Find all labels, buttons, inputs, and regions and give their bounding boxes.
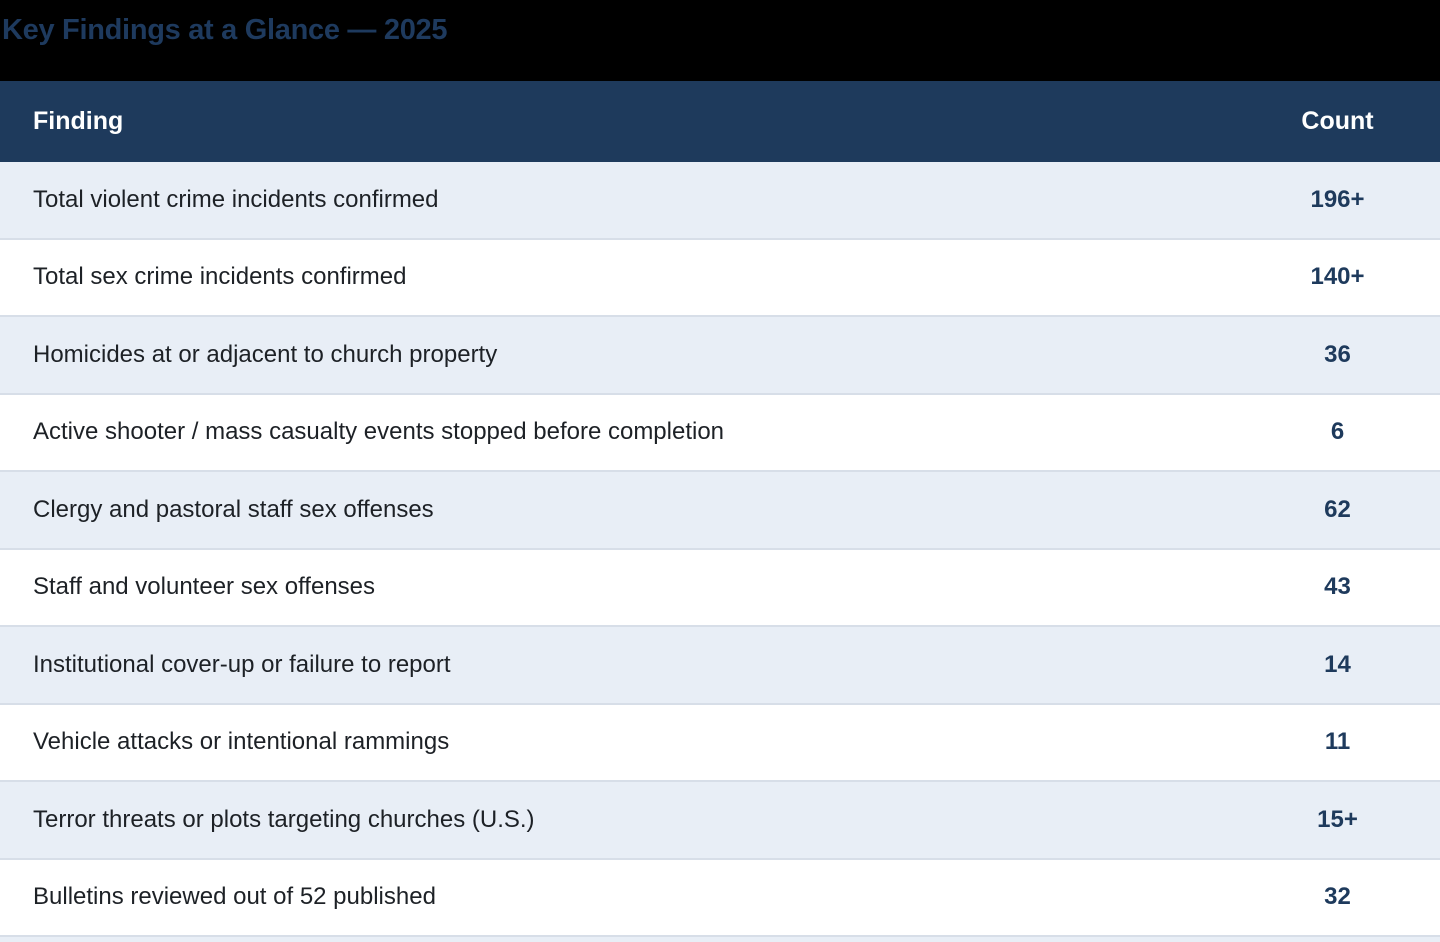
finding-cell: Institutional cover-up or failure to rep… — [33, 650, 451, 678]
table-row: Homicides at or adjacent to church prope… — [0, 317, 1440, 395]
finding-cell: Homicides at or adjacent to church prope… — [33, 340, 498, 368]
table-body: Total violent crime incidents confirmed 1… — [0, 162, 1440, 937]
page-title: Key Findings at a Glance — 2025 — [2, 14, 448, 46]
count-cell: 43 — [1324, 573, 1351, 601]
table-row: Bulletins reviewed out of 52 published 32 — [0, 859, 1440, 937]
count-cell: 36 — [1324, 340, 1351, 368]
count-cell: 140+ — [1310, 263, 1365, 291]
table-row-partial — [0, 937, 1440, 942]
finding-cell: Bulletins reviewed out of 52 published — [33, 883, 436, 911]
finding-cell: Total sex crime incidents confirmed — [33, 263, 407, 291]
count-cell: 14 — [1324, 650, 1351, 678]
key-findings-table: Finding Count Total violent crime incide… — [0, 81, 1440, 942]
finding-cell: Active shooter / mass casualty events st… — [33, 418, 725, 446]
table-row: Active shooter / mass casualty events st… — [0, 394, 1440, 472]
table-row: Terror threats or plots targeting church… — [0, 782, 1440, 860]
count-cell: 15+ — [1317, 805, 1358, 833]
finding-cell: Clergy and pastoral staff sex offenses — [33, 495, 434, 523]
column-header-count: Count — [1301, 107, 1374, 135]
finding-cell: Total violent crime incidents confirmed — [33, 185, 439, 213]
table-header-row: Finding Count — [0, 81, 1440, 162]
table-row: Total sex crime incidents confirmed 140+ — [0, 239, 1440, 317]
table-row: Vehicle attacks or intentional rammings 1… — [0, 704, 1440, 782]
finding-cell: Staff and volunteer sex offenses — [33, 573, 376, 601]
finding-cell: Vehicle attacks or intentional rammings — [33, 728, 450, 756]
count-cell: 11 — [1324, 728, 1351, 756]
table-row: Total violent crime incidents confirmed 1… — [0, 162, 1440, 240]
table-row: Clergy and pastoral staff sex offenses 62 — [0, 472, 1440, 550]
finding-cell: Terror threats or plots targeting church… — [33, 805, 535, 833]
count-cell: 196+ — [1310, 185, 1365, 213]
count-cell: 6 — [1330, 418, 1345, 446]
title-bar: Key Findings at a Glance — 2025 — [0, 0, 1440, 81]
column-header-finding: Finding — [33, 107, 124, 135]
count-cell: 62 — [1324, 495, 1351, 523]
count-cell: 32 — [1324, 883, 1351, 911]
table-row: Institutional cover-up or failure to rep… — [0, 627, 1440, 705]
table-row: Staff and volunteer sex offenses 43 — [0, 549, 1440, 627]
